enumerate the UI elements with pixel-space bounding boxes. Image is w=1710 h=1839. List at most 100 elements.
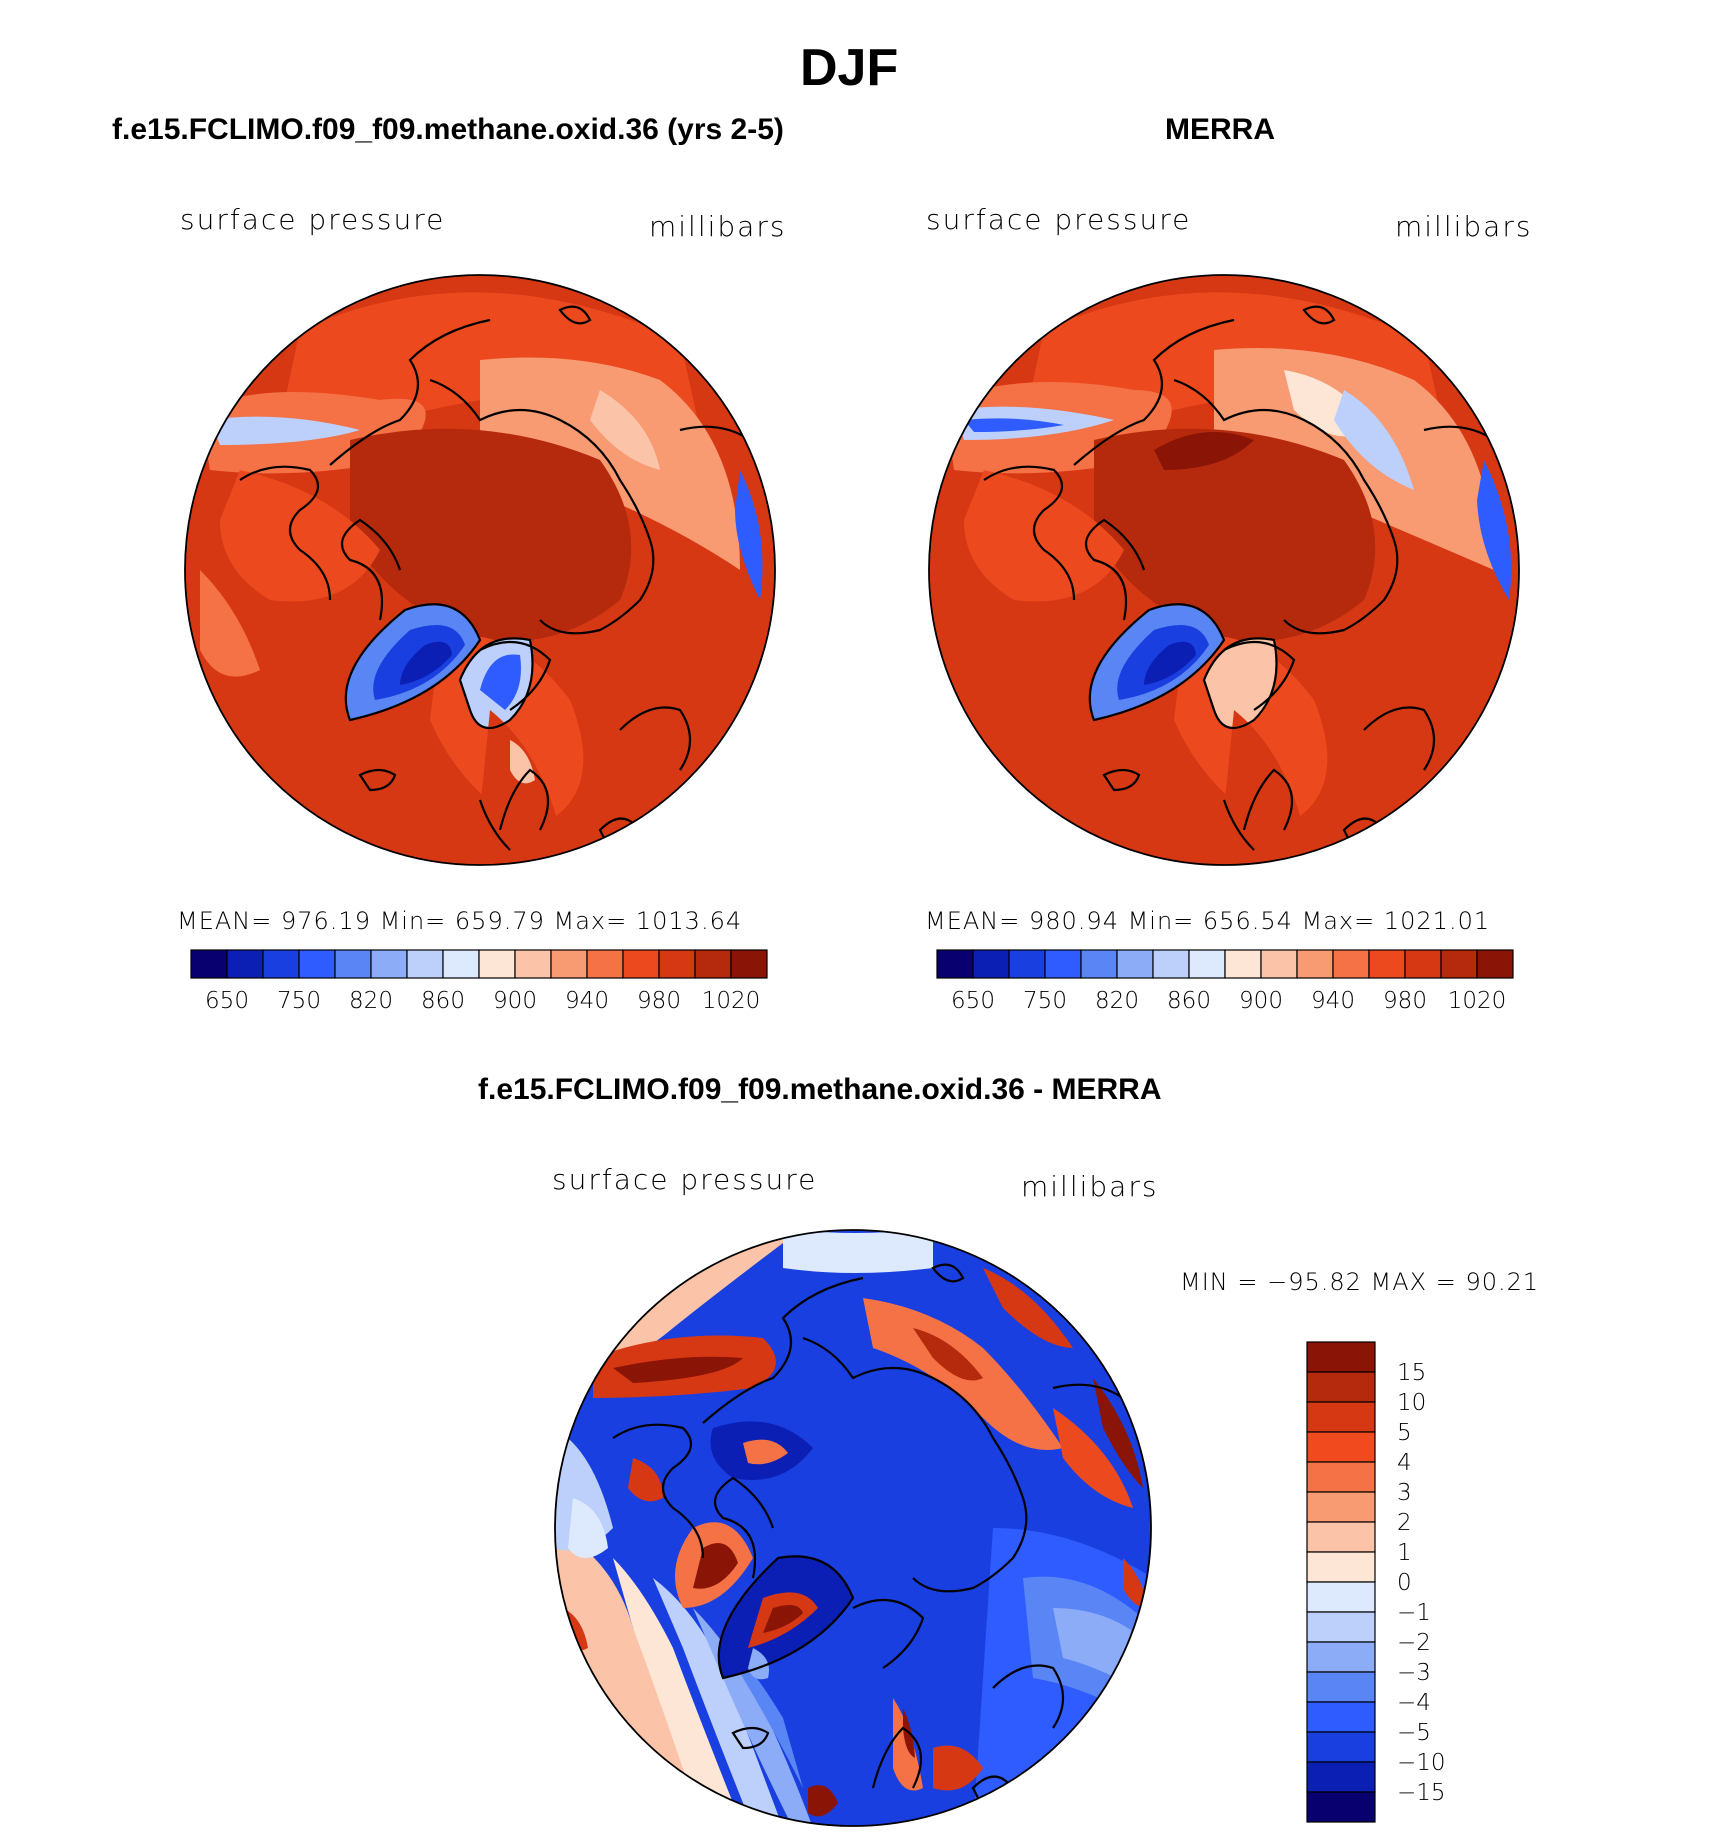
colorbar-box xyxy=(1306,1401,1376,1433)
colorbar-tick-label: 1020 xyxy=(1448,988,1507,1014)
colorbar-tick-label: −10 xyxy=(1397,1750,1446,1776)
diff-polar-map xyxy=(554,1229,1152,1827)
colorbar-box xyxy=(1306,1641,1376,1673)
colorbar-box xyxy=(1306,1611,1376,1643)
colorbar-tick-label: 900 xyxy=(493,988,537,1014)
colorbar-box xyxy=(1306,1521,1376,1553)
colorbar-tick-label: 650 xyxy=(951,988,995,1014)
colorbar-box xyxy=(1306,1581,1376,1613)
colorbar-tick-label: −1 xyxy=(1397,1600,1431,1626)
colorbar-box xyxy=(550,949,588,979)
colorbar-box xyxy=(442,949,480,979)
colorbar-box xyxy=(406,949,444,979)
colorbar-box xyxy=(1306,1551,1376,1583)
colorbar-tick-label: −15 xyxy=(1397,1780,1446,1806)
panel2-colorbar: 650 750 820 860 900 940 980 1020 xyxy=(936,949,1514,1014)
colorbar-box xyxy=(1306,1341,1376,1373)
figure-title: DJF xyxy=(800,39,899,97)
colorbar-box xyxy=(658,949,696,979)
colorbar-box xyxy=(1008,949,1046,979)
colorbar-tick-label: 2 xyxy=(1397,1510,1412,1536)
colorbar-tick-label: 15 xyxy=(1397,1360,1426,1386)
colorbar-box xyxy=(936,949,974,979)
diff-colorbar-boxes xyxy=(1306,1341,1376,1823)
colorbar-box xyxy=(334,949,372,979)
colorbar-box xyxy=(972,949,1010,979)
colorbar-box xyxy=(730,949,768,979)
colorbar-box xyxy=(1332,949,1370,979)
panel2-units-label: millibars xyxy=(1395,210,1533,243)
colorbar-tick-label: 750 xyxy=(1023,988,1067,1014)
colorbar-box xyxy=(1080,949,1118,979)
colorbar-tick-label: 820 xyxy=(1095,988,1139,1014)
colorbar-box xyxy=(1306,1491,1376,1523)
colorbar-box xyxy=(1306,1761,1376,1793)
panel1-stats: MEAN= 976.19 Min= 659.79 Max= 1013.64 xyxy=(177,907,743,935)
colorbar-tick-label: 940 xyxy=(565,988,609,1014)
diff-units-label: millibars xyxy=(1021,1170,1159,1203)
panel1-colorbar: 650 750 820 860 900 940 980 1020 xyxy=(190,949,768,1014)
colorbar-tick-label: 860 xyxy=(1167,988,1211,1014)
colorbar-box xyxy=(262,949,300,979)
colorbar-tick-label: 1020 xyxy=(702,988,761,1014)
panel1-case-title: f.e15.FCLIMO.f09_f09.methane.oxid.36 (yr… xyxy=(112,113,784,146)
colorbar-box xyxy=(1152,949,1190,979)
colorbar-box xyxy=(1296,949,1334,979)
colorbar-box xyxy=(1306,1791,1376,1823)
colorbar-box xyxy=(1116,949,1154,979)
panel2-colorbar-labels: 650 750 820 860 900 940 980 1020 xyxy=(951,988,1506,1014)
colorbar-box xyxy=(1260,949,1298,979)
colorbar-tick-label: 0 xyxy=(1397,1570,1412,1596)
colorbar-box xyxy=(478,949,516,979)
colorbar-box xyxy=(514,949,552,979)
colorbar-tick-label: 650 xyxy=(205,988,249,1014)
colorbar-tick-label: 900 xyxy=(1239,988,1283,1014)
panel1-polar-map xyxy=(184,274,776,866)
colorbar-tick-label: 3 xyxy=(1397,1480,1412,1506)
panel2-colorbar-boxes xyxy=(936,949,1514,979)
colorbar-box xyxy=(1306,1731,1376,1763)
colorbar-box xyxy=(1306,1461,1376,1493)
colorbar-box xyxy=(694,949,732,979)
panel2-stats: MEAN= 980.94 Min= 656.54 Max= 1021.01 xyxy=(925,907,1491,935)
colorbar-box xyxy=(1306,1431,1376,1463)
colorbar-box xyxy=(1440,949,1478,979)
colorbar-tick-label: 860 xyxy=(421,988,465,1014)
colorbar-box xyxy=(622,949,660,979)
colorbar-tick-label: 4 xyxy=(1397,1450,1412,1476)
panel1-colorbar-labels: 650 750 820 860 900 940 980 1020 xyxy=(205,988,760,1014)
colorbar-tick-label: −5 xyxy=(1397,1720,1431,1746)
colorbar-box xyxy=(1306,1671,1376,1703)
panel1-colorbar-boxes xyxy=(190,949,768,979)
colorbar-tick-label: 10 xyxy=(1397,1390,1426,1416)
colorbar-tick-label: −3 xyxy=(1397,1660,1431,1686)
panel1-units-label: millibars xyxy=(649,210,787,243)
colorbar-tick-label: 750 xyxy=(277,988,321,1014)
colorbar-box xyxy=(370,949,408,979)
diff-stats: MIN = −95.82 MAX = 90.21 xyxy=(1180,1268,1540,1296)
colorbar-tick-label: 980 xyxy=(637,988,681,1014)
diff-case-title: f.e15.FCLIMO.f09_f09.methane.oxid.36 - M… xyxy=(478,1073,1162,1106)
colorbar-box xyxy=(1188,949,1226,979)
panel1-variable-label: surface pressure xyxy=(180,203,446,236)
colorbar-box xyxy=(586,949,624,979)
colorbar-box xyxy=(1404,949,1442,979)
colorbar-box xyxy=(1306,1701,1376,1733)
colorbar-tick-label: −4 xyxy=(1397,1690,1431,1716)
colorbar-box xyxy=(1224,949,1262,979)
colorbar-box xyxy=(1044,949,1082,979)
colorbar-box xyxy=(226,949,264,979)
colorbar-tick-label: 820 xyxy=(349,988,393,1014)
diff-variable-label: surface pressure xyxy=(552,1163,818,1196)
colorbar-tick-label: 1 xyxy=(1397,1540,1412,1566)
panel2-variable-label: surface pressure xyxy=(926,203,1192,236)
panel2-case-title: MERRA xyxy=(1165,113,1275,146)
colorbar-tick-label: 980 xyxy=(1383,988,1427,1014)
colorbar-tick-label: 940 xyxy=(1311,988,1355,1014)
colorbar-box xyxy=(298,949,336,979)
colorbar-box xyxy=(1368,949,1406,979)
colorbar-box xyxy=(1306,1371,1376,1403)
colorbar-box xyxy=(1476,949,1514,979)
